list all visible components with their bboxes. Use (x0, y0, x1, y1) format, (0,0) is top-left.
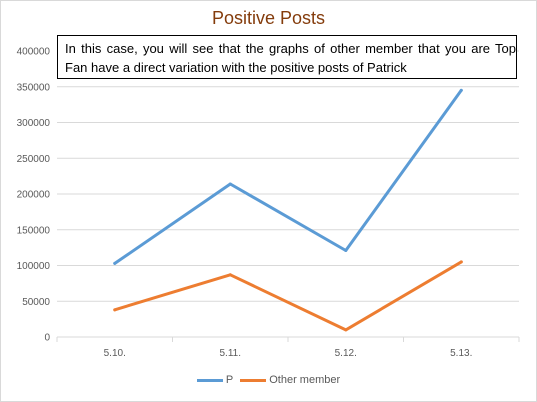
legend-label-p: P (225, 374, 234, 386)
x-tick-label: 5.12. (335, 348, 357, 359)
data-point (459, 260, 463, 264)
data-point (344, 248, 348, 252)
data-point (113, 261, 117, 265)
x-tick-label: 5.10. (104, 348, 126, 359)
y-tick-label: 350000 (17, 82, 51, 93)
x-tick-label: 5.13. (450, 348, 472, 359)
data-point (228, 182, 232, 186)
y-tick-label: 100000 (17, 261, 51, 272)
data-point (113, 308, 117, 312)
legend: P Other member (0, 374, 537, 386)
data-point (459, 88, 463, 92)
series-line-p (113, 88, 463, 265)
y-tick-label: 200000 (17, 190, 51, 201)
legend-swatch-p (196, 378, 223, 382)
legend-item-other-member: Other member (240, 374, 340, 386)
y-tick-label: 150000 (17, 225, 51, 236)
y-tick-label: 0 (44, 333, 50, 344)
data-point (344, 328, 348, 332)
annotation-textbox: In this case, you will see that the grap… (57, 35, 517, 79)
series-line-other-member (113, 260, 463, 332)
legend-item-p: P (196, 374, 234, 386)
chart-title: Positive Posts (211, 8, 326, 28)
x-tick-label: 5.11. (220, 348, 242, 359)
y-tick-label: 300000 (17, 118, 51, 129)
y-tick-label: 400000 (17, 47, 51, 58)
y-tick-label: 250000 (17, 154, 51, 165)
legend-swatch-other-member (240, 378, 267, 382)
y-tick-label: 50000 (22, 297, 50, 308)
data-point (228, 273, 232, 277)
legend-label-other-member: Other member (269, 374, 341, 386)
